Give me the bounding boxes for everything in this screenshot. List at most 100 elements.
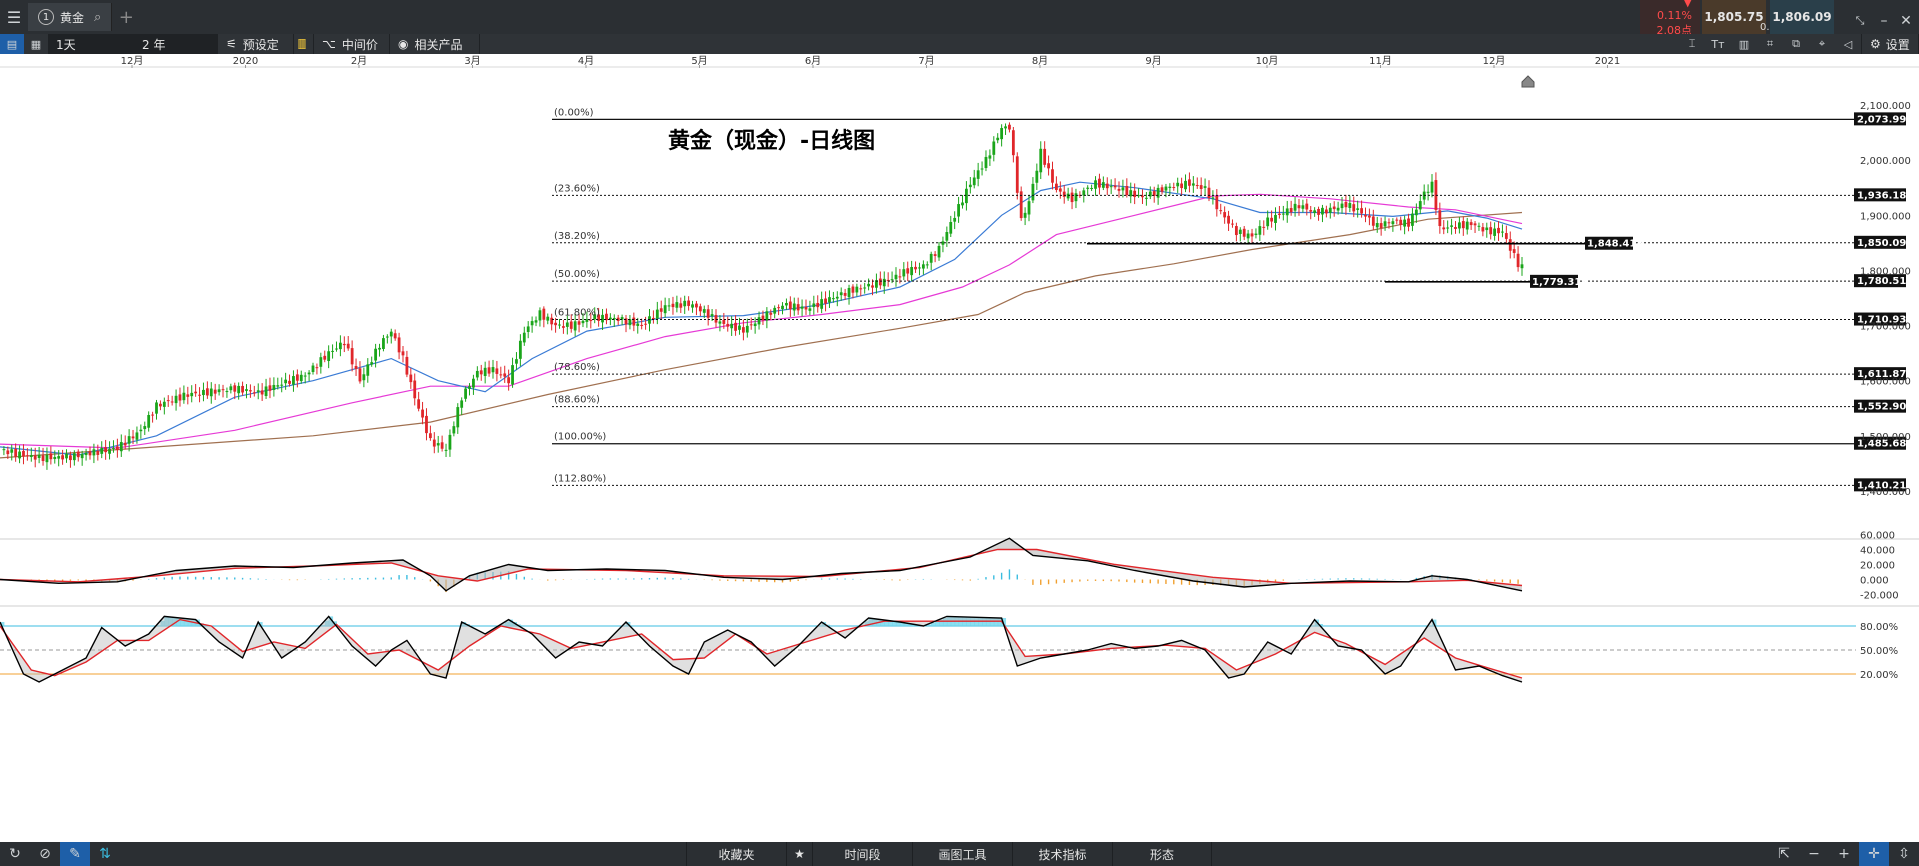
star-icon[interactable]: ★ xyxy=(786,842,812,866)
candle-body xyxy=(1485,227,1489,231)
instrument-tab[interactable]: 1 黄金 ⌕ xyxy=(28,3,113,31)
fib-price-tag-text: 1,410.210 xyxy=(1857,480,1913,491)
candle-body xyxy=(127,436,131,444)
candle-body xyxy=(1051,169,1054,183)
scroll-home-icon[interactable] xyxy=(1521,75,1535,88)
fib-price-tag-text: 1,710.938 xyxy=(1857,315,1913,326)
chart-toolbar: ▤ ▦ 1天 2 年 ⚟ 预设定 🀫 ⌥ 中间价 ◉ 相关产品 ⌶ Tт ▥ ⌗… xyxy=(0,34,1919,54)
candle-body xyxy=(808,308,812,311)
candle-body xyxy=(1188,179,1191,186)
candle-body xyxy=(1180,183,1184,189)
timeframe-tab[interactable]: 时间段 xyxy=(812,842,912,866)
candle-body xyxy=(769,312,773,315)
candle-body xyxy=(354,365,358,370)
favorites-label: 收藏夹 xyxy=(718,847,755,862)
patterns-tab[interactable]: 形态 xyxy=(1112,842,1212,866)
chart-area[interactable]: 12月 2020 2月 3月 4月 5月 6月 7月 8月 9月 10月 11月 12月 2021 (0.… xyxy=(0,54,1919,840)
candle-body xyxy=(871,285,874,288)
candle-body xyxy=(76,451,80,458)
candle-body xyxy=(636,323,640,326)
price-axis: 2,100.000 2,000.000 1,900.000 1,800.000 1,70… xyxy=(0,101,1919,607)
restore-icon[interactable]: ⤡ xyxy=(1855,14,1865,27)
interval-select[interactable]: 1天 xyxy=(48,34,134,54)
grid-layout-icon[interactable]: ▦ xyxy=(30,37,42,51)
candle-body xyxy=(1094,180,1097,189)
bid-price-button[interactable]: 1,805.75 xyxy=(1702,0,1766,34)
candle-body xyxy=(929,253,933,263)
candle-body xyxy=(1465,221,1469,230)
bars-icon[interactable]: ▥ xyxy=(1738,37,1750,51)
minimize-icon[interactable]: – xyxy=(1880,13,1888,29)
candle-body xyxy=(49,453,53,460)
split-panel-icon[interactable]: ⇳ xyxy=(1898,846,1910,862)
macd-panel: 60.000 40.000 20.000 0.000 -20.000 xyxy=(0,531,1899,602)
candle-body xyxy=(268,385,272,391)
bar-type-button[interactable]: 🀫 xyxy=(294,34,314,54)
close-icon[interactable]: ✕ xyxy=(1900,13,1912,29)
candle-body xyxy=(311,365,315,372)
drawing-tools-tab[interactable]: 画图工具 xyxy=(912,842,1012,866)
link-icon[interactable]: ⇅ xyxy=(99,846,111,862)
text-size-icon[interactable]: Tт xyxy=(1711,37,1725,51)
candle-body xyxy=(1512,249,1516,253)
candle-body xyxy=(393,333,397,339)
mid-price-button[interactable]: ⌥ 中间价 xyxy=(314,34,390,54)
candle-body xyxy=(307,372,311,375)
candle-body xyxy=(644,323,647,325)
candle-body xyxy=(425,415,428,434)
candle-body xyxy=(1152,191,1156,196)
table-icon[interactable]: ⌗ xyxy=(1766,37,1774,50)
related-products-button[interactable]: ◉ 相关产品 xyxy=(390,34,480,54)
indicators-tab[interactable]: 技术指标 xyxy=(1012,842,1112,866)
candle-body xyxy=(1219,210,1223,212)
candle-body xyxy=(1270,217,1273,222)
zoom-in-icon[interactable]: + xyxy=(1838,846,1850,862)
ask-price-button[interactable]: 1,806.09 xyxy=(1770,0,1834,34)
candle-body xyxy=(1000,128,1004,140)
candle-body xyxy=(397,337,401,353)
favorites-tab[interactable]: 收藏夹 xyxy=(686,842,786,866)
magnet-icon[interactable]: ⌖ xyxy=(1818,37,1826,50)
hamburger-menu-icon[interactable]: ☰ xyxy=(6,7,22,27)
preset-button[interactable]: ⚟ 预设定 xyxy=(218,34,294,54)
month-label: 2月 xyxy=(351,55,367,67)
candle-body xyxy=(875,280,878,288)
copy-icon[interactable]: ⧉ xyxy=(1792,37,1800,50)
candle-body xyxy=(882,278,886,287)
stoch-overbought-fill xyxy=(880,619,885,626)
month-axis: 12月 2020 2月 3月 4月 5月 6月 7月 8月 9月 10月 11月 12月 2021 xyxy=(0,55,1919,68)
candle-body xyxy=(1047,163,1050,169)
pencil-icon[interactable]: ✎ xyxy=(60,842,90,866)
candle-body xyxy=(652,317,655,320)
candle-body xyxy=(925,264,929,266)
eraser-icon[interactable]: ◁ xyxy=(1843,37,1853,51)
cancel-icon[interactable]: ⊘ xyxy=(39,846,51,862)
candle-body xyxy=(174,395,178,404)
settings-button[interactable]: ⚙ 设置 xyxy=(1861,34,1919,54)
chart-svg[interactable]: 12月 2020 2月 3月 4月 5月 6月 7月 8月 9月 10月 11月 12月 2021 (0.… xyxy=(0,54,1919,840)
month-label: 10月 xyxy=(1256,55,1279,67)
candle-body xyxy=(1090,187,1094,189)
candle-body xyxy=(159,403,162,407)
export-icon[interactable]: ⇱ xyxy=(1778,846,1790,862)
search-icon[interactable]: ⌕ xyxy=(94,9,102,25)
candle-body xyxy=(1356,208,1360,210)
crosshair-icon[interactable]: ⌶ xyxy=(1688,37,1696,50)
candle-body xyxy=(327,351,331,362)
candle-body xyxy=(741,327,745,333)
candle-body xyxy=(542,308,546,320)
add-tab-icon[interactable]: + xyxy=(118,6,134,28)
range-select[interactable]: 2 年 xyxy=(134,34,218,54)
zoom-out-icon[interactable]: − xyxy=(1808,846,1820,862)
candle-body xyxy=(155,402,158,414)
crosshair-tool-icon[interactable]: ✛ xyxy=(1859,842,1889,866)
candle-body xyxy=(135,432,139,440)
candle-body xyxy=(906,268,910,274)
list-view-icon[interactable]: ▤ xyxy=(0,34,24,54)
candle-body xyxy=(245,389,248,391)
candle-body xyxy=(734,322,737,331)
refresh-icon[interactable]: ↻ xyxy=(9,846,21,862)
ray-price-tag-text: 1,848.418 xyxy=(1587,239,1643,250)
candle-body xyxy=(1520,264,1524,269)
candle-body xyxy=(1062,191,1066,197)
